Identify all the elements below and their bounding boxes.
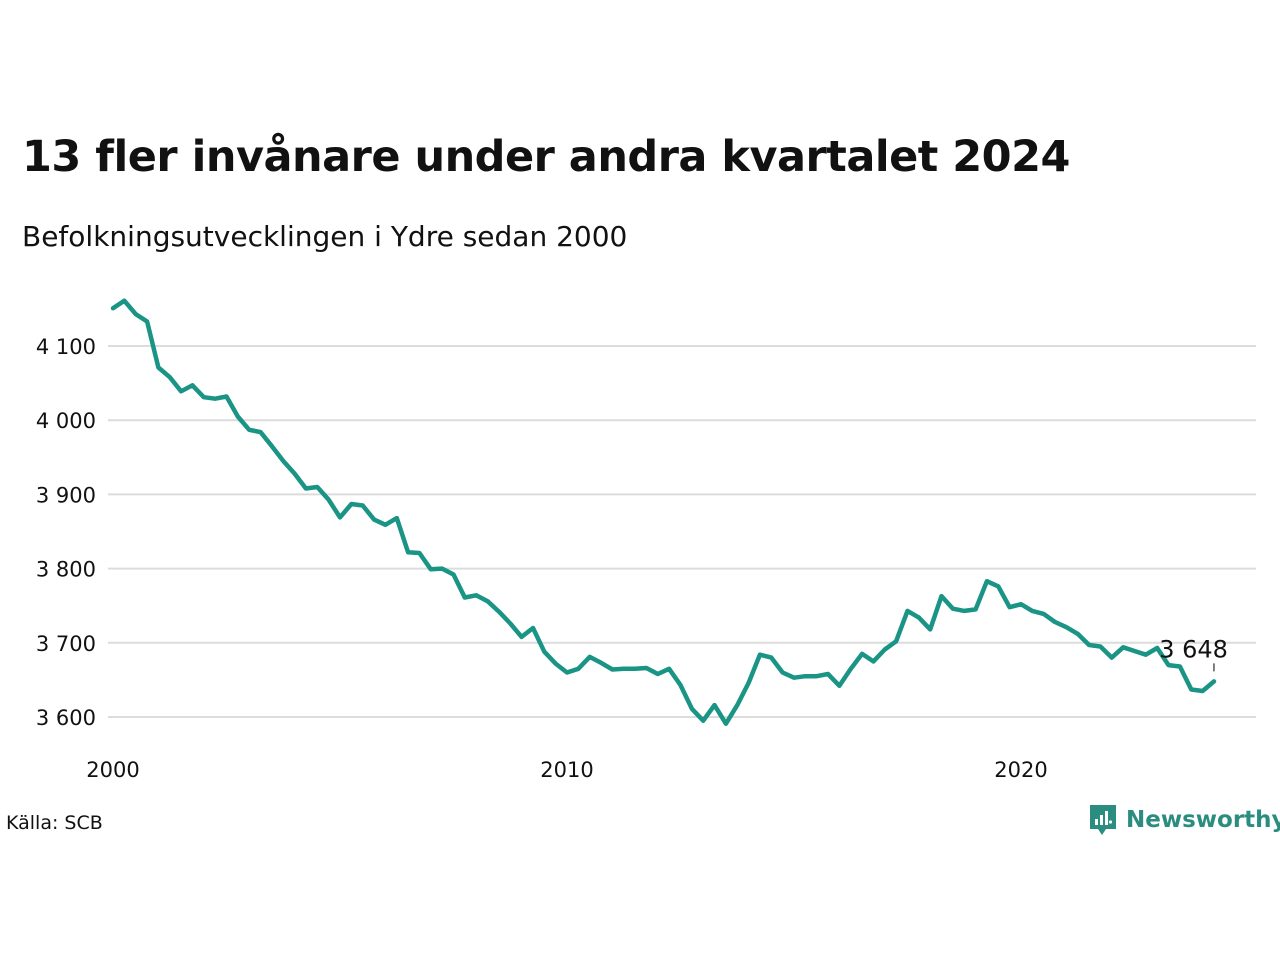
x-tick-label: 2010	[540, 758, 593, 782]
y-tick-label: 3 600	[36, 706, 96, 730]
x-tick-label: 2020	[994, 758, 1047, 782]
x-tick-label: 2000	[86, 758, 139, 782]
chart-subtitle: Befolkningsutvecklingen i Ydre sedan 200…	[22, 220, 628, 253]
y-tick-label: 3 700	[36, 632, 96, 656]
population-line	[110, 298, 1217, 726]
end-value-label: 3 648	[1159, 635, 1228, 663]
source-note: Källa: SCB	[6, 812, 103, 834]
y-tick-label: 4 000	[36, 409, 96, 433]
y-tick-label: 4 100	[36, 335, 96, 359]
x-axis-ticks: 2000 2010 2020	[86, 758, 1047, 782]
y-axis-ticks: 3 600 3 700 3 800 3 900 4 000 4 100	[36, 335, 96, 730]
y-tick-label: 3 800	[36, 558, 96, 582]
y-tick-label: 3 900	[36, 483, 96, 507]
gridlines	[108, 345, 1256, 718]
brand-logo: Newsworthy	[1088, 803, 1280, 837]
chart-title: 13 fler invånare under andra kvartalet 2…	[22, 132, 1070, 182]
newsworthy-logo-icon	[1090, 805, 1116, 835]
end-label-layer: 3 648	[1159, 635, 1228, 672]
brand-name: Newsworthy	[1126, 807, 1280, 833]
series-layer	[110, 298, 1217, 726]
